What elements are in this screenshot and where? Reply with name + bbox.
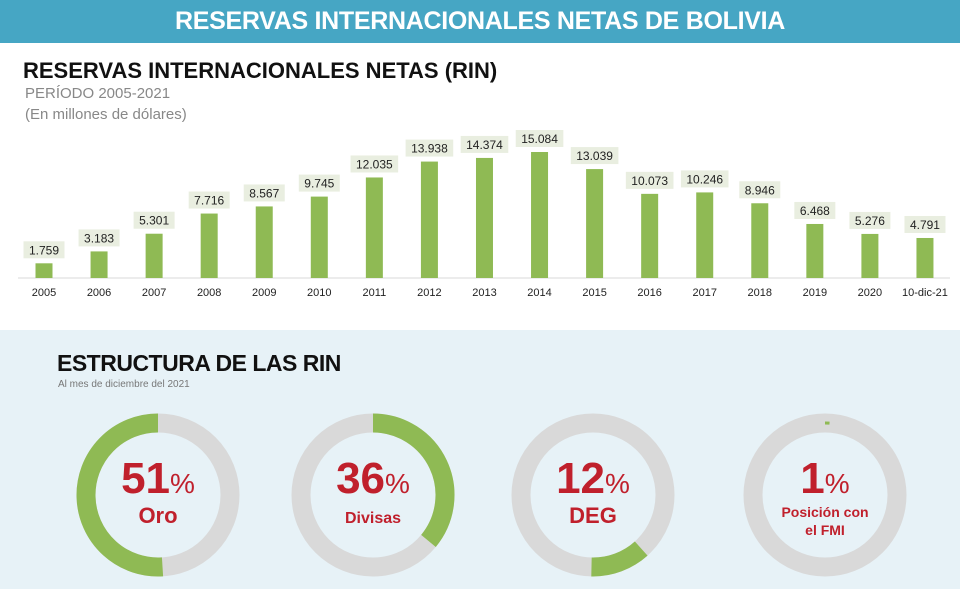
donut-fill — [76, 413, 164, 577]
bar-2012 — [420, 161, 438, 278]
data-label: 8.567 — [249, 186, 279, 200]
x-tick-label: 2010 — [307, 287, 331, 299]
data-label: 10.246 — [686, 172, 723, 186]
data-label: 13.039 — [576, 149, 613, 163]
bar-2018 — [751, 203, 769, 278]
x-tick-label: 2012 — [417, 287, 441, 299]
x-tick-label: 2008 — [197, 287, 221, 299]
data-label-bg — [570, 147, 619, 165]
donut-3: 1%Posición con el FMI — [743, 413, 907, 577]
data-label-bg — [794, 201, 836, 219]
data-label: 13.938 — [411, 142, 448, 156]
x-tick-label: 2015 — [582, 287, 606, 299]
donut-fill — [591, 541, 648, 577]
data-label-bg — [625, 171, 674, 189]
percent-label: Posición con — [781, 504, 868, 520]
data-label: 5.276 — [855, 214, 885, 228]
data-label: 1.759 — [29, 243, 59, 257]
x-tick-label: 2020 — [858, 287, 882, 299]
x-tick-label: 2013 — [472, 287, 496, 299]
structure-panel — [0, 330, 960, 589]
percent-label: DEG — [569, 503, 617, 528]
percent-label: Oro — [138, 503, 177, 528]
bar-2013 — [475, 157, 493, 278]
data-label-bg — [133, 211, 175, 229]
data-label: 3.183 — [84, 231, 114, 245]
bar-2008 — [200, 213, 218, 278]
donut-0: 51%Oro — [76, 413, 240, 577]
data-label-bg — [460, 135, 509, 153]
donut-1: 36% Divisas — [291, 413, 455, 577]
percent-value: 36% — [336, 454, 410, 503]
bar-2017 — [696, 192, 714, 278]
bar-2020 — [861, 233, 879, 278]
x-tick-label: 2011 — [363, 287, 387, 299]
bar-2014 — [531, 152, 549, 278]
data-label: 5.301 — [139, 214, 169, 228]
data-label: 6.468 — [800, 204, 830, 218]
data-label-bg — [23, 241, 65, 259]
x-tick-label: 2018 — [748, 287, 772, 299]
data-label: 10.073 — [631, 174, 668, 188]
percent-label: Divisas — [345, 510, 401, 527]
x-tick-label: 2017 — [692, 287, 716, 299]
data-label-bg — [405, 139, 454, 157]
data-label-bg — [350, 155, 399, 173]
data-label-bg — [78, 229, 120, 247]
bar-2007 — [145, 233, 163, 278]
data-label-bg — [298, 174, 340, 192]
data-label: 8.946 — [745, 183, 775, 197]
chart-title: RESERVAS INTERNACIONALES NETAS (RIN) — [23, 58, 498, 83]
data-label: 12.035 — [356, 157, 393, 171]
data-label-bg — [904, 215, 946, 233]
x-tick-label: 2005 — [32, 287, 56, 299]
data-label-bg — [739, 181, 781, 199]
data-label-bg — [849, 211, 891, 229]
bar-2006 — [90, 251, 108, 278]
data-label-bg — [515, 130, 564, 147]
bar-2005 — [35, 263, 53, 278]
chart-unit-note: (En millones de dólares) — [25, 106, 187, 123]
percent-value: 1% — [800, 454, 849, 503]
bar-2010 — [310, 196, 328, 278]
page-banner: RESERVAS INTERNACIONALES NETAS DE BOLIVI… — [0, 0, 960, 43]
bar-2009 — [255, 206, 273, 278]
data-label: 7.716 — [194, 194, 224, 208]
data-label-bg — [680, 170, 729, 188]
data-label-bg — [188, 191, 230, 209]
donut-2: 12%DEG — [511, 413, 675, 577]
donut-fill — [372, 413, 455, 547]
x-tick-label: 2014 — [527, 287, 551, 299]
data-label-bg — [243, 184, 285, 202]
percent-value: 12% — [556, 454, 630, 503]
structure-subtitle: Al mes de diciembre del 2021 — [58, 379, 190, 390]
bar-2015 — [586, 169, 604, 278]
percent-value: 51% — [121, 454, 195, 503]
data-label: 4.791 — [910, 218, 940, 232]
bar-10-dic-21 — [916, 237, 934, 278]
percent-label: el FMI — [805, 522, 845, 538]
bar-2011 — [365, 177, 383, 278]
bar-2016 — [641, 193, 659, 278]
chart-subtitle: PERÍODO 2005-2021 — [25, 85, 171, 102]
bar-2019 — [806, 223, 824, 278]
structure-title: ESTRUCTURA DE LAS RIN — [57, 350, 341, 376]
x-tick-label: 2016 — [637, 287, 661, 299]
x-tick-label: 2007 — [142, 287, 166, 299]
x-tick-label: 2009 — [252, 287, 276, 299]
data-label: 15.084 — [521, 132, 558, 146]
data-label: 9.745 — [304, 177, 334, 191]
data-label: 14.374 — [466, 138, 503, 152]
x-tick-label: 2019 — [803, 287, 827, 299]
x-tick-label: 2006 — [87, 287, 111, 299]
x-tick-label: 10-dic-21 — [902, 287, 948, 299]
